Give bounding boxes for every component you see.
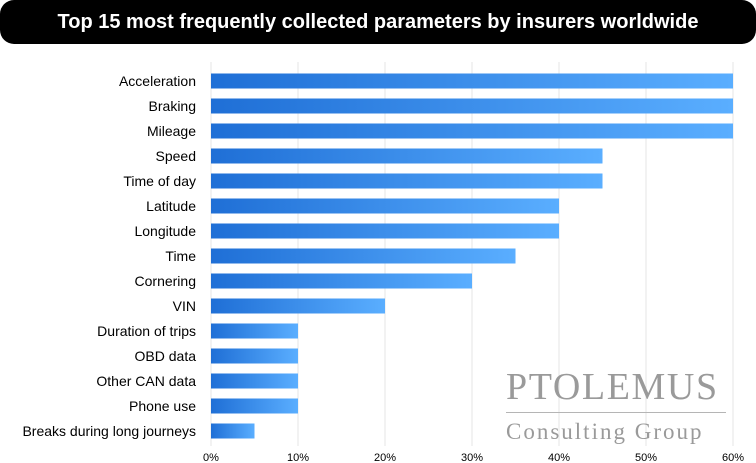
category-label: Mileage <box>147 123 196 139</box>
category-label: VIN <box>173 298 196 314</box>
bar <box>211 73 733 89</box>
x-tick-labels: 0% 10% 20% 30% 40% 50% 60% <box>203 452 744 463</box>
x-tick-label: 60% <box>722 452 744 463</box>
x-tick-label: 40% <box>548 452 570 463</box>
bar <box>211 198 559 214</box>
bar <box>211 273 472 289</box>
category-label: Braking <box>149 98 196 114</box>
bar <box>211 323 298 339</box>
x-tick-label: 50% <box>635 452 657 463</box>
x-tick-label: 30% <box>461 452 483 463</box>
category-label: Acceleration <box>119 73 196 89</box>
x-tick-label: 10% <box>287 452 309 463</box>
category-label: Speed <box>156 148 196 164</box>
bar <box>211 148 603 164</box>
bar <box>211 123 733 139</box>
bar <box>211 98 733 114</box>
x-tick-label: 20% <box>374 452 396 463</box>
bar <box>211 298 385 314</box>
category-label: Time of day <box>123 173 196 189</box>
x-tick-label: 0% <box>203 452 219 463</box>
category-label: Cornering <box>135 273 196 289</box>
category-label: Duration of trips <box>97 323 196 339</box>
category-label: Other CAN data <box>96 373 196 389</box>
bar <box>211 173 603 189</box>
category-label: Breaks during long journeys <box>22 423 196 439</box>
bar <box>211 223 559 239</box>
category-labels: Acceleration Braking Mileage Speed Time of d… <box>22 73 196 439</box>
category-label: OBD data <box>135 348 197 364</box>
bar <box>211 248 516 264</box>
category-label: Latitude <box>146 198 196 214</box>
bar <box>211 398 298 414</box>
category-label: Longitude <box>134 223 196 239</box>
bar <box>211 423 255 439</box>
category-label: Phone use <box>129 398 196 414</box>
chart-title: Top 15 most frequently collected paramet… <box>57 10 699 33</box>
bars <box>211 73 733 439</box>
bar <box>211 348 298 364</box>
chart-title-bar: Top 15 most frequently collected paramet… <box>0 0 756 44</box>
category-label: Time <box>165 248 196 264</box>
bar <box>211 373 298 389</box>
